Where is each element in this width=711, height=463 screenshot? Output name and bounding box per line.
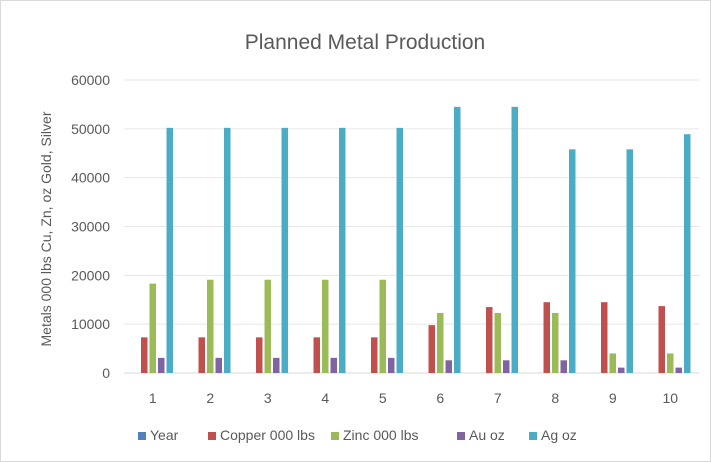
legend-swatch <box>331 432 339 440</box>
bar-ag-oz-1 <box>167 128 174 373</box>
bar-copper-000-lbs-9 <box>601 302 608 373</box>
bar-zinc-000-lbs-7 <box>495 313 502 373</box>
x-tick-label: 7 <box>494 390 502 406</box>
x-tick-label: 3 <box>264 390 272 406</box>
bar-copper-000-lbs-2 <box>199 337 206 373</box>
x-tick-labels: 1 2 3 4 5 6 7 8 9 10 <box>149 390 678 406</box>
legend: Year Copper 000 lbs Zinc 000 lbs Au oz Ag oz <box>138 427 577 443</box>
y-tick-label: 0 <box>102 365 110 381</box>
legend-label: Zinc 000 lbs <box>343 427 418 443</box>
x-tick-label: 6 <box>436 390 444 406</box>
bar-copper-000-lbs-7 <box>486 307 493 373</box>
legend-label: Copper 000 lbs <box>220 427 315 443</box>
bar-zinc-000-lbs-3 <box>265 280 272 373</box>
bar-zinc-000-lbs-2 <box>207 280 214 373</box>
x-tick-label: 9 <box>609 390 617 406</box>
x-tick-label: 5 <box>379 390 387 406</box>
bar-ag-oz-6 <box>454 107 461 373</box>
bar-au-oz-9 <box>618 368 625 373</box>
bar-au-oz-4 <box>331 358 338 373</box>
bar-copper-000-lbs-5 <box>371 337 378 373</box>
x-tick-label: 10 <box>662 390 678 406</box>
bars <box>133 107 691 373</box>
y-tick-labels: 0 10000 20000 30000 40000 50000 60000 <box>71 72 110 381</box>
bar-zinc-000-lbs-4 <box>322 280 329 373</box>
y-tick-label: 50000 <box>71 121 110 137</box>
bar-zinc-000-lbs-8 <box>552 313 559 373</box>
bar-ag-oz-5 <box>397 128 404 373</box>
bar-au-oz-8 <box>561 360 568 373</box>
bar-ag-oz-10 <box>684 134 691 373</box>
bar-ag-oz-9 <box>627 149 634 373</box>
bar-au-oz-2 <box>216 358 223 373</box>
y-tick-label: 10000 <box>71 316 110 332</box>
legend-item: Copper 000 lbs <box>208 427 315 443</box>
legend-swatch <box>529 432 537 440</box>
bar-zinc-000-lbs-6 <box>437 313 444 373</box>
bar-copper-000-lbs-1 <box>141 337 148 373</box>
bar-ag-oz-7 <box>512 107 519 373</box>
bar-au-oz-10 <box>676 368 683 373</box>
legend-item: Au oz <box>457 427 505 443</box>
legend-label: Ag oz <box>541 427 577 443</box>
bar-copper-000-lbs-3 <box>256 337 263 373</box>
legend-swatch <box>138 432 146 440</box>
bar-ag-oz-2 <box>224 128 231 373</box>
x-tick-label: 8 <box>551 390 559 406</box>
y-tick-label: 20000 <box>71 267 110 283</box>
x-tick-label: 2 <box>206 390 214 406</box>
bar-copper-000-lbs-4 <box>314 337 321 373</box>
legend-label: Year <box>150 427 179 443</box>
bar-copper-000-lbs-10 <box>659 306 666 373</box>
bar-ag-oz-8 <box>569 149 576 373</box>
x-tick-label: 1 <box>149 390 157 406</box>
bar-au-oz-1 <box>158 358 165 373</box>
bar-au-oz-5 <box>388 358 395 373</box>
y-tick-label: 40000 <box>71 170 110 186</box>
bar-au-oz-6 <box>446 360 453 373</box>
bar-ag-oz-4 <box>339 128 346 373</box>
bar-au-oz-7 <box>503 360 510 373</box>
bar-zinc-000-lbs-5 <box>380 280 387 373</box>
y-tick-label: 60000 <box>71 72 110 88</box>
bar-au-oz-3 <box>273 358 280 373</box>
bar-zinc-000-lbs-1 <box>150 284 157 373</box>
y-tick-label: 30000 <box>71 219 110 235</box>
legend-item: Year <box>138 427 179 443</box>
legend-label: Au oz <box>469 427 505 443</box>
legend-swatch <box>457 432 465 440</box>
bar-zinc-000-lbs-9 <box>610 353 617 373</box>
bar-copper-000-lbs-8 <box>544 302 551 373</box>
bar-zinc-000-lbs-10 <box>667 353 674 373</box>
chart-title: Planned Metal Production <box>245 31 486 54</box>
y-axis-label: Metals 000 lbs Cu, Zn, oz Gold, Silver <box>38 111 54 346</box>
bar-copper-000-lbs-6 <box>429 325 436 373</box>
x-tick-label: 4 <box>321 390 329 406</box>
legend-swatch <box>208 432 216 440</box>
bar-ag-oz-3 <box>282 128 289 373</box>
legend-item: Ag oz <box>529 427 577 443</box>
legend-item: Zinc 000 lbs <box>331 427 418 443</box>
